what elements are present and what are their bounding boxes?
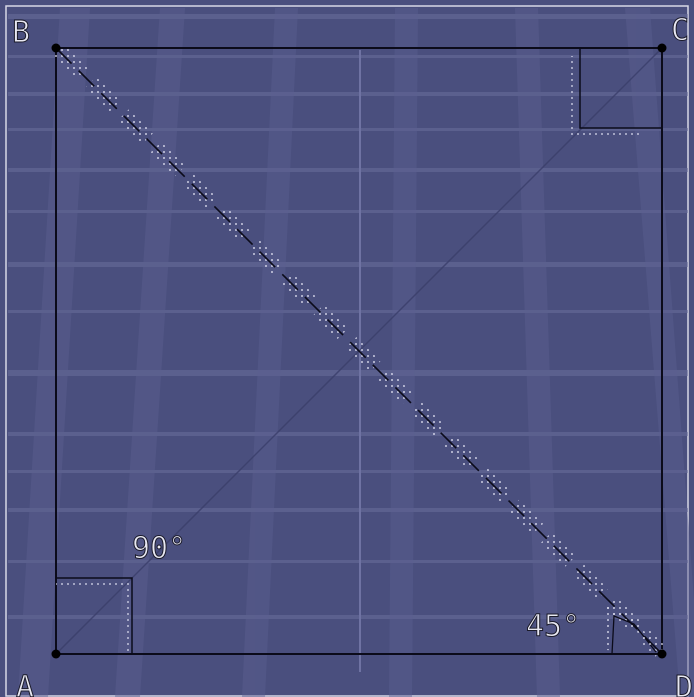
background-stripes	[8, 14, 688, 619]
angle-label-45: 45°	[526, 609, 580, 644]
vertex-points	[51, 43, 667, 659]
vertex-point-a	[51, 649, 61, 659]
right-angle-marker-c-dots	[571, 56, 640, 137]
angle-arc-d-dots	[603, 605, 655, 651]
right-angle-marker-a	[56, 577, 133, 654]
vertex-point-b	[51, 43, 61, 53]
right-angle-marker-a-dots	[56, 581, 129, 654]
angle-label-90: 90°	[132, 531, 186, 566]
square	[55, 47, 663, 655]
diagonal-bd	[55, 47, 663, 655]
vertex-label-d: D	[675, 670, 693, 697]
background-rays	[18, 8, 694, 697]
vertex-label-b: B	[12, 15, 30, 50]
vertex-label-c: C	[671, 13, 689, 48]
frame-border	[5, 5, 689, 697]
vertex-label-a: A	[16, 670, 34, 697]
vertex-point-d	[657, 649, 667, 659]
right-angle-marker-c	[579, 48, 662, 129]
vertex-point-c	[657, 43, 667, 53]
